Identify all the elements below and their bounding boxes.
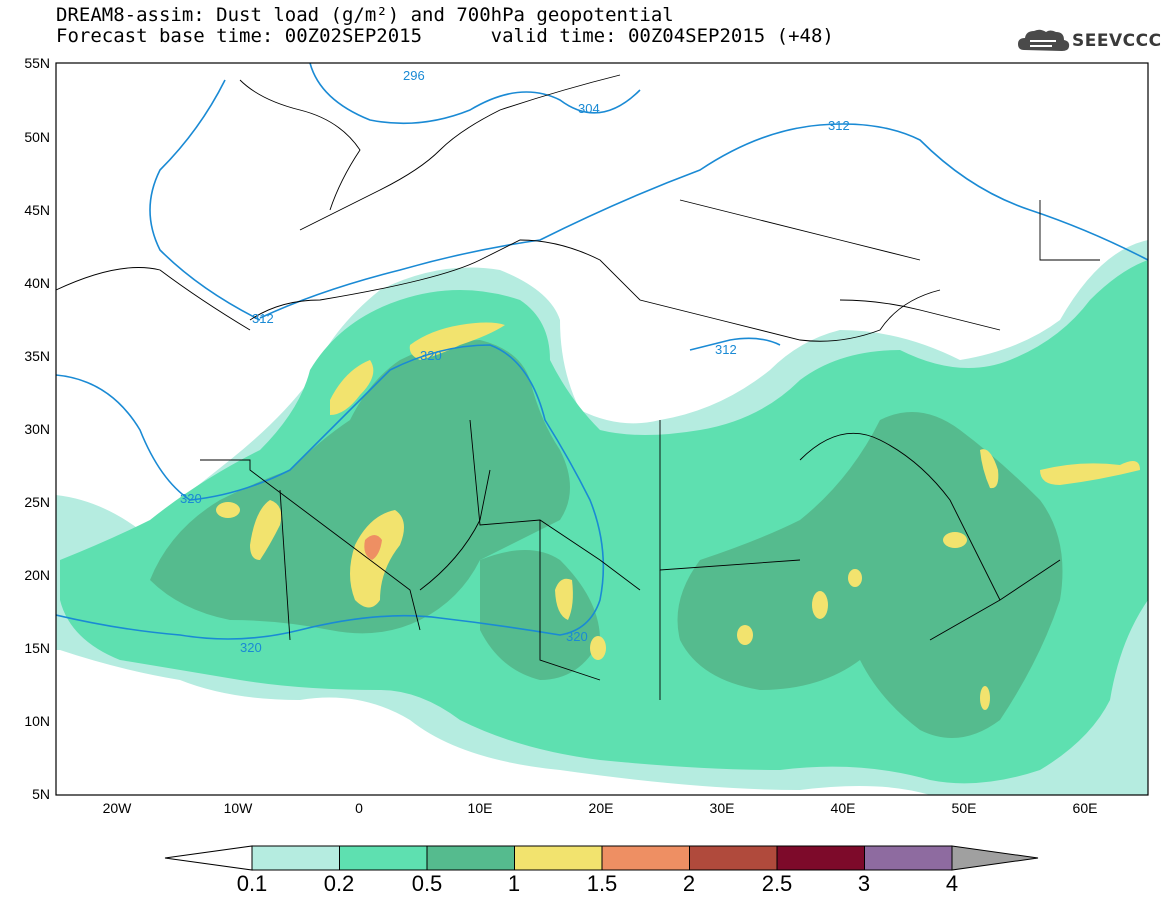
colorbar-tick-label: 2.5	[762, 871, 793, 896]
lat-label: 20N	[24, 567, 50, 583]
colorbar-swatch	[864, 845, 953, 871]
colorbar-tick-label: 0.2	[324, 871, 355, 896]
dust-region-0.5-east	[677, 412, 1063, 738]
logo-text: SEEVCCC	[1072, 31, 1162, 51]
contour-label: 312	[252, 311, 274, 326]
dust-region-1-c	[330, 360, 374, 415]
map-title: DREAM8-assim: Dust load (g/m²) and 700hP…	[56, 4, 674, 26]
contour-label: 312	[715, 342, 737, 357]
dust-region-1-l	[812, 591, 828, 619]
contour-label: 320	[566, 629, 588, 644]
colorbar-low-arrow	[164, 845, 253, 871]
contour-label: 320	[180, 491, 202, 506]
lon-label: 50E	[952, 800, 977, 816]
colorbar-swatch	[689, 845, 778, 871]
lat-label: 10N	[24, 713, 50, 729]
colorbar-tick-label: 1.5	[587, 871, 618, 896]
latitude-labels: 55N 50N 45N 40N 35N 30N 25N 20N 15N 10N …	[24, 55, 50, 802]
contour-label: 320	[420, 348, 442, 363]
contour-label: 304	[578, 101, 600, 116]
lon-label: 60E	[1073, 800, 1098, 816]
colorbar-high-arrow	[951, 845, 1039, 871]
colorbar-tick-label: 0.1	[237, 871, 268, 896]
dust-region-1-h	[943, 532, 967, 548]
dust-region-1-g	[980, 449, 999, 489]
dust-region-1-e	[555, 578, 573, 620]
lon-label: 10W	[224, 800, 254, 816]
dust-region-1-d	[409, 322, 505, 360]
colorbar-swatches	[251, 845, 953, 871]
colorbar-swatch	[776, 845, 865, 871]
longitude-labels: 20W 10W 0 10E 20E 30E 40E 50E 60E	[103, 800, 1098, 816]
lon-label: 30E	[710, 800, 735, 816]
contour-label: 312	[828, 118, 850, 133]
lon-label: 0	[355, 800, 363, 816]
europe-coastline	[239, 74, 1001, 342]
lon-label: 20W	[103, 800, 133, 816]
colorbar-swatch	[514, 845, 603, 871]
forecast-time-subtitle: Forecast base time: 00Z02SEP2015 valid t…	[56, 25, 834, 47]
colorbar: 0.1 0.2 0.5 1 1.5 2 2.5 3 4	[164, 845, 1039, 896]
dust-region-1-j	[590, 636, 606, 660]
lat-label: 15N	[24, 640, 50, 656]
lon-label: 20E	[589, 800, 614, 816]
colorbar-swatch	[426, 845, 515, 871]
lat-label: 5N	[32, 786, 50, 802]
contour-label: 320	[240, 640, 262, 655]
cloud-logo-icon	[1018, 29, 1070, 51]
contour-label: 296	[403, 68, 425, 83]
dust-region-1-m	[848, 569, 862, 587]
lat-label: 50N	[24, 129, 50, 145]
lat-label: 30N	[24, 421, 50, 437]
dust-region-1-f	[1040, 461, 1140, 485]
dust-region-1-i	[737, 625, 753, 645]
lat-label: 55N	[24, 55, 50, 71]
dust-region-1-k	[216, 502, 240, 518]
dust-region-1-n	[980, 686, 990, 710]
seevccc-logo: SEEVCCC	[1016, 26, 1161, 58]
country-borders	[56, 200, 1100, 700]
colorbar-tick-label: 4	[946, 871, 958, 896]
colorbar-swatch	[251, 845, 340, 871]
colorbar-tick-label: 0.5	[412, 871, 443, 896]
lon-label: 10E	[468, 800, 493, 816]
colorbar-tick-label: 1	[508, 871, 520, 896]
dust-region-1-a	[350, 510, 404, 608]
colorbar-tick-labels: 0.1 0.2 0.5 1 1.5 2 2.5 3 4	[237, 871, 958, 896]
lat-label: 45N	[24, 202, 50, 218]
colorbar-tick-label: 2	[683, 871, 695, 896]
lat-label: 40N	[24, 275, 50, 291]
geopotential-contours	[56, 63, 1148, 640]
lat-label: 25N	[24, 494, 50, 510]
map-content	[56, 63, 1148, 795]
colorbar-swatch	[339, 845, 428, 871]
dust-region-1-b	[250, 500, 282, 560]
colorbar-tick-label: 3	[858, 871, 870, 896]
contour-labels: 296 304 312 312 312 320 320 320 320	[180, 68, 850, 655]
dust-region-1.5	[364, 535, 382, 560]
dust-region-0.5-west	[150, 340, 570, 634]
map-frame	[55, 62, 1149, 796]
lat-label: 35N	[24, 348, 50, 364]
lon-label: 40E	[831, 800, 856, 816]
colorbar-swatch	[601, 845, 690, 871]
